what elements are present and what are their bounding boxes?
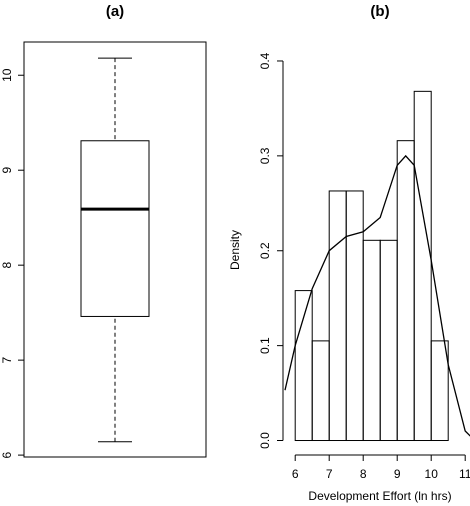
y-tick-label: 7 [0,356,14,363]
y-tick-label: 10 [0,68,14,82]
y-tick-label: 0.2 [258,242,272,259]
x-axis-label: Development Effort (ln hrs) [308,489,451,503]
y-tick-label: 0.3 [258,147,272,164]
bar [328,190,347,442]
bar [345,190,364,442]
y-axis-label: Density [228,230,242,270]
y-tick-label: 9 [0,167,14,174]
bar [311,340,330,442]
x-tick-label: 8 [360,467,367,481]
bar [430,340,449,442]
y-tick-label: 8 [0,262,14,269]
bar [362,239,381,442]
plot-frame [23,41,207,458]
bar [396,140,415,442]
y-tick-label: 0.1 [258,337,272,354]
y-tick-label: 0.4 [258,52,272,69]
bar [294,290,313,442]
bar [379,239,398,442]
box [80,140,150,317]
x-tick-label: 6 [292,467,299,481]
chart-title: (a) [106,3,124,20]
density-curve [284,154,470,437]
x-tick-label: 10 [425,467,439,481]
x-tick-label: 9 [394,467,401,481]
y-tick-label: 0.0 [258,432,272,449]
x-tick-label: 11 [459,467,470,481]
y-tick-label: 6 [0,451,14,458]
chart-title: (b) [370,3,389,20]
x-tick-label: 7 [326,467,333,481]
bar [413,90,432,442]
